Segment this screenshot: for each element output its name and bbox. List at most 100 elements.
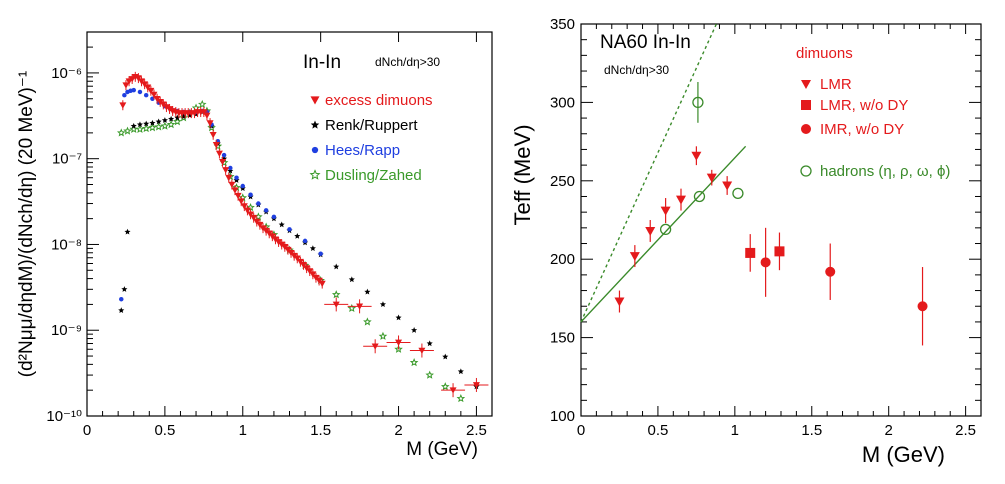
right-imr-w-o-dy-point bbox=[917, 301, 928, 312]
left-legend-label: Dusling/Zahed bbox=[325, 167, 422, 184]
left-excess-dimuons-point bbox=[162, 104, 170, 111]
left-excess-dimuons-point bbox=[418, 347, 426, 355]
right-y-tick-label: 250 bbox=[550, 173, 575, 190]
left-excess-dimuons-point bbox=[144, 84, 152, 91]
left-renk-ruppert-point bbox=[174, 114, 181, 121]
right-x-tick-label: 1 bbox=[731, 422, 739, 439]
left-legend-marker bbox=[310, 120, 320, 129]
left-excess-dimuons-point bbox=[206, 120, 214, 127]
right-legend-marker bbox=[800, 165, 812, 177]
right-x-tick-label: 2 bbox=[885, 422, 893, 439]
right-x-tick-label: 0 bbox=[577, 422, 585, 439]
left-renk-ruppert-point bbox=[442, 353, 449, 360]
left-hees-rapp-point bbox=[143, 92, 149, 98]
left-excess-dimuons-point bbox=[209, 131, 217, 139]
left-dusling-zahed-point bbox=[331, 290, 341, 299]
left-renk-ruppert-point bbox=[130, 122, 137, 129]
left-legend-label: excess dimuons bbox=[325, 92, 433, 109]
right-y-tick-label: 350 bbox=[550, 16, 575, 33]
left-hees-rapp-point bbox=[119, 296, 124, 302]
left-dusling-zahed-point bbox=[363, 317, 372, 326]
left-dusling-zahed-point bbox=[378, 331, 388, 340]
right-lmr-point bbox=[645, 226, 656, 236]
right-imr-w-o-dy-point bbox=[825, 266, 836, 277]
left-x-axis-title: M (GeV) bbox=[406, 439, 478, 460]
left-renk-ruppert-point bbox=[278, 221, 285, 228]
right-legend-label: LMR bbox=[820, 76, 852, 93]
left-renk-ruppert-point bbox=[143, 120, 150, 127]
left-title: In-In bbox=[303, 52, 341, 73]
left-y-tick-label: 10⁻⁹ bbox=[51, 322, 82, 339]
left-dusling-zahed-point bbox=[123, 126, 132, 135]
left-condition: dNch/dη>30 bbox=[375, 55, 440, 69]
left-renk-ruppert-point bbox=[136, 121, 143, 128]
left-renk-ruppert-point bbox=[121, 286, 128, 292]
left-y-tick-label: 10⁻¹⁰ bbox=[46, 408, 82, 425]
right-chart: 0 0.5 1 1.5 2 2.5 100 150 200 250 300 350 M (GeV) T… bbox=[510, 16, 982, 467]
left-excess-dimuons-point bbox=[309, 271, 317, 278]
right-lmr-point bbox=[660, 206, 671, 216]
left-excess-dimuons-point bbox=[119, 102, 127, 109]
left-chart: 0 0.5 1 1.5 2 2.5 10⁻¹⁰ 10⁻⁹ 10⁻⁸ 10⁻⁷ 10⁻⁶ M (GeV… bbox=[16, 31, 493, 460]
right-fit-line-dashed bbox=[580, 23, 718, 323]
left-renk-ruppert-point bbox=[161, 117, 168, 123]
left-legend-marker bbox=[310, 96, 320, 105]
left-excess-dimuons-point bbox=[237, 198, 245, 205]
left-dusling-zahed-point bbox=[197, 99, 207, 109]
left-renk-ruppert-point bbox=[149, 119, 156, 126]
left-excess-dimuons-point bbox=[278, 241, 286, 248]
left-excess-dimuons-point bbox=[300, 261, 308, 269]
left-excess-dimuons-point bbox=[371, 343, 379, 350]
left-dusling-zahed-point bbox=[409, 358, 419, 367]
left-dusling-zahed-point bbox=[129, 124, 139, 133]
left-renk-ruppert-point bbox=[411, 327, 418, 333]
left-x-tick-label: 1.5 bbox=[310, 422, 331, 439]
left-excess-dimuons-point bbox=[240, 203, 248, 210]
left-renk-ruppert-point bbox=[124, 228, 131, 235]
left-hees-rapp-point bbox=[271, 214, 277, 220]
left-excess-dimuons-point bbox=[256, 221, 264, 229]
left-renk-ruppert-point bbox=[379, 301, 386, 307]
right-y-tick-label: 150 bbox=[550, 330, 575, 347]
right-legend-header: dimuons bbox=[796, 45, 853, 62]
right-imr-w-o-dy-point bbox=[760, 257, 771, 268]
left-hees-rapp-point bbox=[302, 238, 308, 244]
left-hees-rapp-point bbox=[228, 165, 233, 171]
left-excess-dimuons-point bbox=[318, 280, 326, 288]
left-excess-dimuons-point bbox=[472, 382, 480, 389]
left-y-tick-label: 10⁻⁶ bbox=[51, 65, 82, 82]
left-hees-rapp-point bbox=[318, 251, 323, 256]
left-excess-dimuons-point bbox=[234, 192, 242, 200]
left-dusling-zahed-point bbox=[173, 117, 182, 126]
right-hadrons-point bbox=[732, 187, 744, 199]
right-legend-label: IMR, w/o DY bbox=[820, 121, 904, 138]
left-legend-label: Hees/Rapp bbox=[325, 142, 400, 159]
left-excess-dimuons-point bbox=[200, 109, 208, 116]
left-excess-dimuons-point bbox=[306, 268, 314, 275]
left-hees-rapp-point bbox=[240, 183, 246, 189]
left-renk-ruppert-point bbox=[309, 245, 316, 251]
left-excess-dimuons-point bbox=[243, 207, 251, 214]
right-x-tick-label: 2.5 bbox=[955, 422, 976, 439]
left-dusling-zahed-point bbox=[179, 113, 188, 122]
left-dusling-zahed-point bbox=[160, 121, 170, 130]
left-excess-dimuons-point bbox=[250, 214, 258, 222]
right-legend-label: LMR, w/o DY bbox=[820, 97, 908, 114]
left-excess-dimuons-point bbox=[122, 82, 130, 89]
right-lmr-w-o-dy-point bbox=[774, 246, 785, 257]
left-x-tick-label: 0 bbox=[83, 422, 91, 439]
left-renk-ruppert-point bbox=[348, 276, 355, 283]
left-dusling-zahed-point bbox=[166, 120, 176, 129]
right-lmr-point bbox=[706, 173, 717, 183]
left-dusling-zahed-point bbox=[456, 393, 466, 403]
left-excess-dimuons-point bbox=[332, 301, 340, 308]
right-condition: dNch/dη>30 bbox=[604, 63, 669, 77]
left-legend-marker bbox=[309, 169, 321, 180]
left-y-tick-label: 10⁻⁸ bbox=[51, 236, 82, 253]
left-renk-ruppert-point bbox=[233, 177, 240, 183]
right-legend-marker bbox=[801, 124, 811, 134]
right-legend-label: hadrons (η, ρ, ω, ϕ) bbox=[820, 163, 950, 180]
right-y-tick-label: 100 bbox=[550, 408, 575, 425]
right-hadrons-point bbox=[659, 223, 672, 236]
